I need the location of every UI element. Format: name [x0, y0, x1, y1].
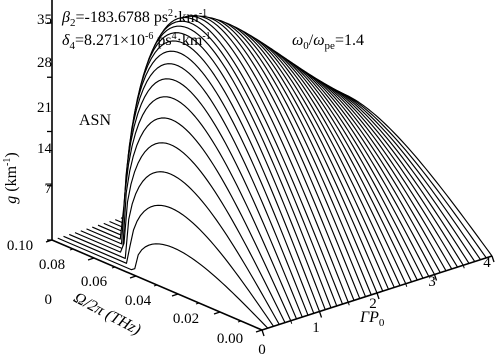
axes: [45, 0, 495, 337]
surface-slice-line: [80, 117, 292, 321]
surface-slice-line: [109, 40, 321, 312]
surface-slice-line: [63, 204, 274, 327]
y-tick: [171, 293, 179, 297]
y-tick: [45, 239, 53, 243]
x-minor-tick: [347, 302, 350, 306]
x-axis-title: ΓP0: [359, 309, 385, 329]
surface-slice-line: [92, 78, 303, 318]
z-tick-label: 21: [37, 100, 52, 116]
z-tick-labels: 0 7 14 21 28 35: [37, 12, 53, 308]
y-minor-tick: [153, 284, 158, 287]
y-tick-label: 0.06: [81, 274, 108, 290]
asn-annotation: ASN: [79, 112, 111, 129]
y-tick-labels: 0.00 0.02 0.04 0.06 0.08 0.10: [7, 238, 243, 347]
surface-slice-line: [131, 16, 344, 305]
surface-slice-line: [120, 25, 332, 309]
y-tick-label: 0.08: [39, 257, 65, 273]
x-tick: [261, 329, 265, 337]
surface-slice-line: [57, 237, 269, 329]
z-tick-label: 35: [37, 12, 52, 28]
z-tick-label: 7: [45, 181, 53, 197]
z-tick-label: 0: [45, 292, 53, 308]
y-tick-label: 0.00: [217, 331, 243, 347]
y-tick-label: 0.10: [7, 238, 33, 254]
y-tick: [87, 257, 95, 261]
z-axis-title: g (km-1): [2, 152, 20, 203]
y-tick-label: 0.04: [125, 293, 152, 309]
y-tick: [255, 329, 263, 333]
y-minor-tick: [69, 248, 74, 251]
y-tick: [129, 275, 137, 279]
surface-slice-line: [74, 142, 286, 323]
x-tick-label: 0: [258, 342, 266, 358]
delta4-parameter: δ4=8.271×10-6 ps4·km-1: [62, 31, 211, 52]
z-tick-label: 28: [37, 55, 52, 71]
surface-slice-line: [115, 32, 326, 310]
y-tick: [213, 311, 221, 315]
x-tick: [491, 255, 495, 263]
surface-slice-line: [86, 96, 298, 320]
surface-slice-line: [69, 171, 280, 325]
x-tick: [318, 311, 323, 318]
surface-slice-line: [97, 63, 309, 316]
z-tick-label: 14: [37, 141, 53, 157]
x-tick-labels: 0 1 2 3 4: [258, 255, 491, 358]
x-tick: [376, 292, 380, 300]
frequency-ratio-parameter: ω0/ωpe=1.4: [292, 32, 364, 52]
x-tick-label: 4: [483, 255, 491, 271]
x-tick: [433, 274, 438, 281]
beta2-parameter: β2=-183.6788 ps2·km-1: [61, 8, 207, 29]
x-tick-label: 3: [428, 274, 436, 290]
y-minor-tick: [111, 266, 116, 269]
y-tick-label: 0.02: [173, 311, 199, 327]
x-tick-label: 1: [312, 320, 320, 336]
surface-mesh: [57, 15, 493, 329]
x-minor-tick: [462, 265, 465, 269]
surface-slice-line: [126, 20, 338, 307]
y-minor-tick: [237, 320, 242, 323]
x-tick-label: 2: [369, 296, 377, 312]
x-minor-tick: [405, 283, 408, 287]
y-minor-tick: [195, 302, 200, 305]
surface-slice-line: [103, 50, 315, 314]
x-minor-tick: [290, 320, 293, 324]
